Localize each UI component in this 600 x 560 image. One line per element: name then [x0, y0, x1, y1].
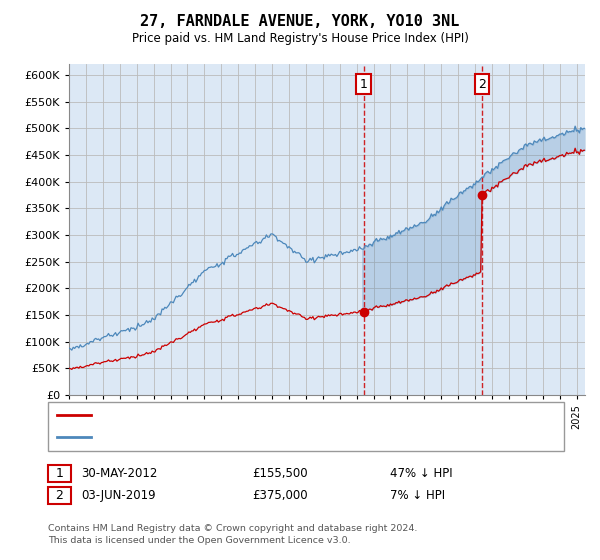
- Text: 1: 1: [55, 466, 64, 480]
- Text: 03-JUN-2019: 03-JUN-2019: [81, 489, 155, 502]
- Text: 27, FARNDALE AVENUE, YORK, YO10 3NL (detached house): 27, FARNDALE AVENUE, YORK, YO10 3NL (det…: [97, 410, 425, 421]
- Text: 7% ↓ HPI: 7% ↓ HPI: [390, 489, 445, 502]
- Text: £375,000: £375,000: [252, 489, 308, 502]
- Text: 2: 2: [478, 78, 486, 91]
- Text: £155,500: £155,500: [252, 466, 308, 480]
- Text: 47% ↓ HPI: 47% ↓ HPI: [390, 466, 452, 480]
- Text: 2: 2: [55, 489, 64, 502]
- Text: 27, FARNDALE AVENUE, YORK, YO10 3NL: 27, FARNDALE AVENUE, YORK, YO10 3NL: [140, 14, 460, 29]
- Text: 30-MAY-2012: 30-MAY-2012: [81, 466, 157, 480]
- Text: 1: 1: [359, 78, 367, 91]
- Text: HPI: Average price, detached house, York: HPI: Average price, detached house, York: [97, 432, 326, 442]
- Text: Contains HM Land Registry data © Crown copyright and database right 2024.: Contains HM Land Registry data © Crown c…: [48, 524, 418, 533]
- Text: This data is licensed under the Open Government Licence v3.0.: This data is licensed under the Open Gov…: [48, 536, 350, 545]
- Text: Price paid vs. HM Land Registry's House Price Index (HPI): Price paid vs. HM Land Registry's House …: [131, 32, 469, 45]
